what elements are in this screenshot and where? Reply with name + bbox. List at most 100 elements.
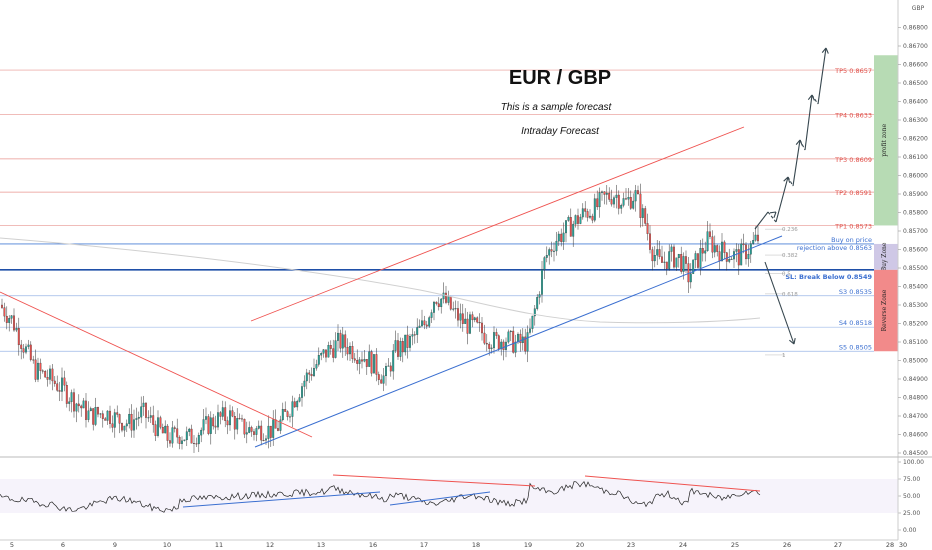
- candle-body: [634, 190, 637, 202]
- candle-body: [692, 259, 695, 274]
- candle: [617, 190, 620, 215]
- price-tick-label: 0.85700: [903, 228, 928, 235]
- candle: [404, 334, 407, 356]
- candle: [723, 240, 726, 260]
- candle: [543, 256, 546, 280]
- candle-body: [514, 341, 517, 353]
- candle: [632, 193, 635, 210]
- date-tick-label: 9: [113, 541, 117, 549]
- candle-body: [267, 425, 270, 439]
- level-labels: TP5 0.8657 TP4 0.8633 TP3 0.8609 TP2 0.8591…: [782, 67, 872, 359]
- candle-body: [399, 341, 402, 357]
- candle-body: [469, 314, 471, 334]
- candle: [548, 247, 551, 265]
- date-tick-label: 10: [163, 541, 171, 549]
- candle-body: [274, 419, 277, 429]
- candle: [121, 422, 123, 433]
- candle-body: [401, 341, 404, 353]
- candle: [51, 364, 54, 391]
- candle-body: [284, 409, 287, 412]
- price-tick-label: 0.86400: [903, 99, 928, 106]
- candle: [173, 425, 176, 433]
- candle: [418, 319, 421, 329]
- candle-body: [721, 241, 723, 262]
- candle: [349, 342, 351, 362]
- candle: [596, 190, 599, 210]
- candle: [241, 414, 243, 422]
- candle: [63, 370, 66, 392]
- candle-body: [185, 431, 188, 441]
- candle: [658, 240, 661, 260]
- candle: [161, 423, 164, 434]
- candle: [413, 331, 416, 344]
- candle: [661, 245, 663, 263]
- candle-body: [442, 292, 445, 300]
- candle: [735, 243, 738, 263]
- candle-body: [356, 360, 359, 364]
- candle: [320, 352, 323, 361]
- candle: [255, 426, 258, 442]
- forecast-segment: [754, 211, 769, 230]
- candle: [15, 322, 18, 333]
- candle: [101, 410, 104, 428]
- candle-body: [476, 317, 479, 323]
- candle: [421, 309, 423, 328]
- rsi-tick-label: 0.00: [903, 527, 917, 534]
- channel-bottom-line: [254, 235, 783, 448]
- candle: [142, 395, 145, 416]
- candle: [737, 244, 740, 276]
- fib-label: 0.5: [782, 272, 791, 278]
- candle-body: [548, 249, 551, 256]
- candle: [538, 291, 541, 305]
- candle: [387, 358, 390, 367]
- zone-reverse-zone: [874, 269, 898, 352]
- candle: [512, 326, 515, 354]
- candle-body: [637, 190, 639, 195]
- candle: [550, 241, 553, 258]
- arrow-head: [769, 211, 777, 218]
- candle: [483, 324, 486, 345]
- candle: [745, 242, 747, 265]
- candle-body: [164, 425, 167, 434]
- date-tick-label: 12: [266, 541, 274, 549]
- candle: [106, 410, 109, 425]
- candle: [85, 393, 87, 428]
- candle: [322, 348, 325, 358]
- candle-body: [699, 248, 702, 268]
- candle-body: [87, 410, 90, 420]
- candle: [728, 248, 731, 264]
- candle: [200, 427, 203, 443]
- candle: [325, 349, 327, 363]
- candle: [545, 246, 548, 263]
- candle-body: [106, 410, 109, 421]
- candle: [253, 428, 255, 441]
- candle: [25, 343, 27, 355]
- candle-body: [291, 401, 294, 417]
- price-tick-label: 0.85800: [903, 210, 928, 217]
- candle-body: [567, 217, 570, 221]
- candle-body: [694, 253, 697, 261]
- candle: [406, 325, 409, 359]
- candle: [649, 225, 651, 254]
- candle-body: [202, 419, 205, 431]
- candle-body: [716, 245, 719, 252]
- candle-body: [464, 318, 467, 324]
- candle: [99, 412, 102, 419]
- candle: [464, 308, 467, 324]
- candle: [73, 388, 75, 418]
- candle: [469, 311, 471, 335]
- candle-body: [37, 362, 39, 380]
- price-tick-label: 0.84600: [903, 432, 928, 439]
- candle: [473, 316, 476, 323]
- candle-body: [495, 332, 498, 336]
- candle-body: [173, 427, 176, 429]
- fib-label: 1: [782, 353, 786, 359]
- forecast-segment: [792, 139, 801, 187]
- price-tick-label: 0.86200: [903, 136, 928, 143]
- candle: [339, 329, 342, 353]
- rsi-tick-label: 75.00: [903, 476, 920, 483]
- candle-body: [176, 428, 179, 438]
- candle-body: [673, 246, 675, 268]
